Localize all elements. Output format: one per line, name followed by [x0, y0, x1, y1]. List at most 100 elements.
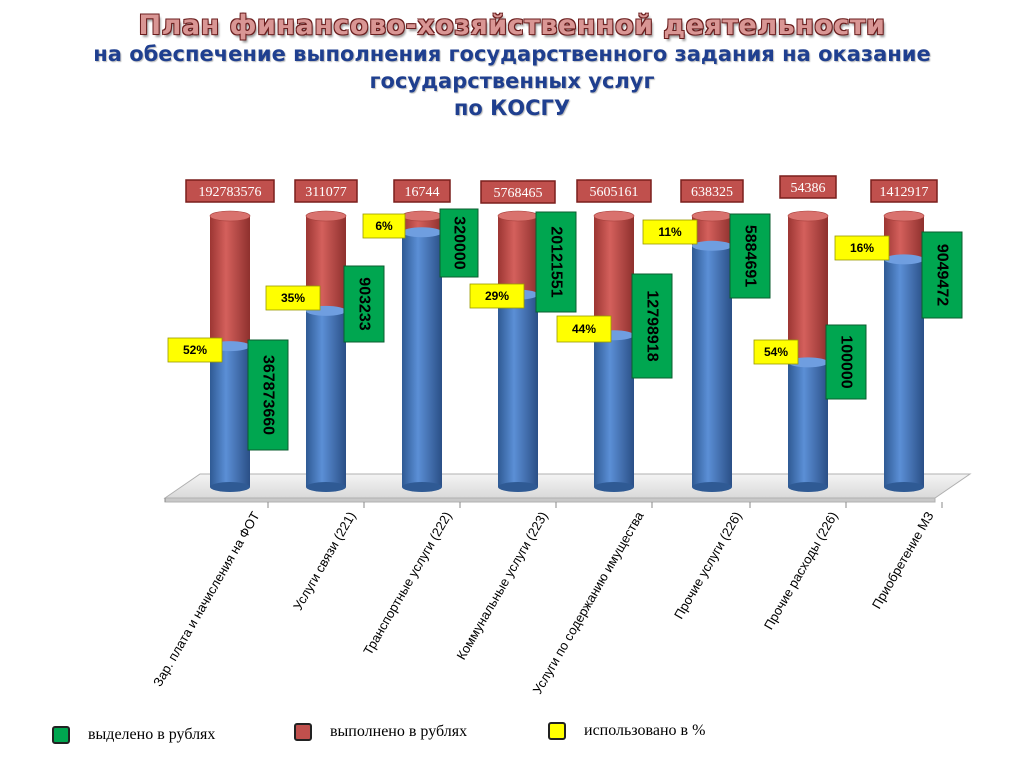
used-pct-box-3	[469, 283, 525, 309]
used-segment-6	[788, 362, 828, 487]
used-segment-5	[692, 245, 732, 487]
allocated-label-4: 12798918	[644, 290, 661, 361]
cylinder-top-3	[497, 210, 539, 222]
used-pct-box-1	[265, 285, 321, 311]
executed-label-box-1	[294, 179, 358, 203]
executed-label-box-2	[393, 179, 451, 203]
cylinder-base-1	[306, 482, 346, 492]
allocated-label-6: 100000	[838, 335, 855, 388]
executed-segment-7	[884, 216, 924, 260]
cylinder-base-7	[884, 482, 924, 492]
segment-divider-5	[692, 240, 732, 251]
legend-item-used-pct: использовано в %	[548, 722, 705, 740]
allocated-label-box-5	[729, 213, 771, 299]
legend-swatch-allocated	[52, 726, 70, 744]
allocated-label-box-3	[535, 211, 577, 313]
used-segment-7	[884, 259, 924, 487]
chart-subtitle-line-1: на обеспечение выполнения государственно…	[93, 42, 931, 66]
used-segment-0	[210, 346, 250, 487]
allocated-label-1: 903233	[356, 277, 373, 330]
chart-subtitle-line-3: по КОСГУ	[453, 96, 571, 120]
executed-segment-6	[788, 216, 828, 363]
used-pct-box-0	[167, 337, 223, 363]
executed-label-7: 1412917	[880, 185, 929, 200]
allocated-label-box-4	[631, 273, 673, 379]
used-pct-box-2	[362, 213, 406, 239]
cylinder-base-4	[594, 482, 634, 492]
cylinder-top-6	[787, 210, 829, 222]
used-pct-label-2: 6%	[375, 219, 393, 233]
category-label-0: Зар. плата и начисления на ФОТ	[150, 509, 263, 689]
title-block: План финансово-хозяйственной деятельност…	[0, 10, 1024, 122]
executed-label-4: 5605161	[590, 185, 639, 200]
cylinder-top-1	[305, 210, 347, 222]
cylinder-base-6	[788, 482, 828, 492]
legend-label-used-pct: использовано в %	[584, 722, 706, 739]
executed-label-box-0	[185, 179, 275, 203]
category-label-6: Прочие расходы (226)	[761, 509, 841, 632]
category-label-3: Коммунальные услуги (223)	[453, 509, 550, 662]
cylinder-top-7	[883, 210, 925, 222]
allocated-label-0: 367873660	[260, 355, 277, 435]
legend-swatch-executed	[294, 723, 312, 741]
executed-label-6: 54386	[791, 181, 826, 196]
category-label-1: Услуги связи (221)	[290, 509, 359, 613]
legend-swatch-used-pct	[548, 722, 566, 740]
executed-label-box-6	[779, 175, 837, 199]
cylinder-top-0	[209, 210, 251, 222]
allocated-label-5: 5884691	[742, 225, 759, 287]
allocated-label-7: 9049472	[934, 244, 951, 306]
executed-label-box-4	[576, 179, 652, 203]
used-pct-label-4: 44%	[572, 322, 596, 336]
used-pct-box-6	[753, 339, 799, 365]
executed-label-0: 192783576	[199, 185, 262, 200]
cylinder-base-2	[402, 482, 442, 492]
legend-label-executed: выполнено в рублях	[330, 723, 468, 740]
chart-subtitle-line-2: государственных услуг	[369, 69, 655, 93]
chart-title: План финансово-хозяйственной деятельност…	[138, 10, 886, 41]
chart-floor	[163, 473, 972, 499]
legend-item-allocated: выделено в рублях	[52, 726, 215, 744]
segment-divider-7	[884, 254, 924, 265]
used-pct-label-7: 16%	[850, 241, 874, 255]
used-pct-label-0: 52%	[183, 343, 207, 357]
category-label-4: Услуги по содержанию имущества	[530, 508, 647, 696]
used-segment-2	[402, 232, 442, 487]
used-segment-1	[306, 310, 346, 487]
allocated-label-2: 320000	[451, 216, 468, 269]
cylinder-base-5	[692, 482, 732, 492]
used-pct-label-1: 35%	[281, 291, 305, 305]
executed-label-1: 311077	[305, 185, 346, 200]
used-pct-label-3: 29%	[485, 289, 509, 303]
used-segment-4	[594, 335, 634, 487]
allocated-label-box-7	[921, 231, 963, 319]
allocated-label-box-0	[247, 339, 289, 451]
executed-segment-0	[210, 216, 250, 347]
used-pct-box-4	[556, 315, 612, 343]
category-label-5: Прочие услуги (226)	[671, 509, 745, 622]
category-label-7: Приобретение МЗ	[869, 509, 937, 611]
cylinder-base-0	[210, 482, 250, 492]
used-pct-box-5	[642, 219, 698, 245]
executed-segment-4	[594, 216, 634, 336]
allocated-label-box-6	[825, 324, 867, 400]
cylinder-top-2	[401, 210, 443, 222]
executed-label-box-3	[480, 180, 556, 204]
allocated-label-box-2	[439, 208, 479, 278]
executed-label-2: 16744	[405, 185, 440, 200]
cylinder-top-4	[593, 210, 635, 222]
legend-item-executed: выполнено в рублях	[294, 723, 467, 741]
legend: выделено в рублях выполнено в рублях исп…	[0, 716, 1024, 756]
executed-label-box-5	[680, 179, 744, 203]
legend-label-allocated: выделено в рублях	[88, 726, 216, 743]
executed-label-3: 5768465	[494, 186, 543, 201]
used-pct-label-5: 11%	[658, 225, 682, 239]
cylinder-base-3	[498, 482, 538, 492]
used-segment-3	[498, 294, 538, 487]
executed-segment-3	[498, 216, 538, 295]
executed-label-5: 638325	[691, 185, 733, 200]
cylinder-top-5	[691, 210, 733, 222]
allocated-label-box-1	[343, 265, 385, 343]
used-pct-label-6: 54%	[764, 345, 788, 359]
